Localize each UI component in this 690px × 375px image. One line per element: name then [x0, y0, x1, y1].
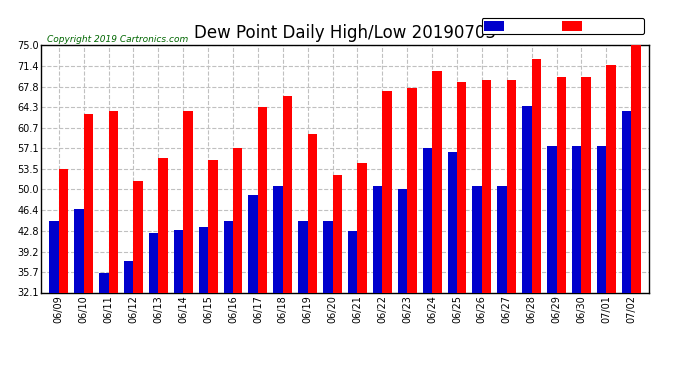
Bar: [258, 107, 267, 292]
Bar: [323, 221, 333, 292]
Bar: [273, 186, 283, 292]
Bar: [547, 146, 557, 292]
Bar: [83, 114, 93, 292]
Bar: [397, 189, 407, 292]
Bar: [582, 77, 591, 292]
Bar: [432, 71, 442, 292]
Bar: [607, 65, 615, 292]
Bar: [448, 152, 457, 292]
Bar: [497, 186, 506, 292]
Bar: [184, 111, 193, 292]
Bar: [59, 169, 68, 292]
Bar: [50, 221, 59, 292]
Bar: [133, 181, 143, 292]
Bar: [75, 209, 83, 292]
Bar: [557, 77, 566, 292]
Bar: [423, 148, 432, 292]
Bar: [373, 186, 382, 292]
Bar: [208, 160, 217, 292]
Bar: [597, 146, 607, 292]
Bar: [572, 146, 582, 292]
Bar: [174, 230, 184, 292]
Bar: [382, 91, 392, 292]
Bar: [233, 148, 242, 292]
Bar: [506, 80, 516, 292]
Bar: [224, 221, 233, 292]
Bar: [283, 96, 293, 292]
Bar: [531, 59, 541, 292]
Bar: [457, 82, 466, 292]
Bar: [522, 106, 531, 292]
Bar: [99, 273, 108, 292]
Bar: [357, 163, 367, 292]
Title: Dew Point Daily High/Low 20190703: Dew Point Daily High/Low 20190703: [194, 24, 496, 42]
Bar: [482, 80, 491, 292]
Bar: [248, 195, 258, 292]
Bar: [149, 232, 159, 292]
Bar: [622, 111, 631, 292]
Bar: [631, 45, 640, 292]
Bar: [199, 227, 208, 292]
Legend:  Low  (°F),  High  (°F): Low (°F), High (°F): [482, 18, 644, 34]
Text: Copyright 2019 Cartronics.com: Copyright 2019 Cartronics.com: [48, 35, 189, 44]
Bar: [473, 186, 482, 292]
Bar: [124, 261, 133, 292]
Bar: [333, 175, 342, 292]
Bar: [308, 134, 317, 292]
Bar: [108, 111, 118, 292]
Bar: [298, 221, 308, 292]
Bar: [407, 88, 417, 292]
Bar: [348, 231, 357, 292]
Bar: [159, 158, 168, 292]
